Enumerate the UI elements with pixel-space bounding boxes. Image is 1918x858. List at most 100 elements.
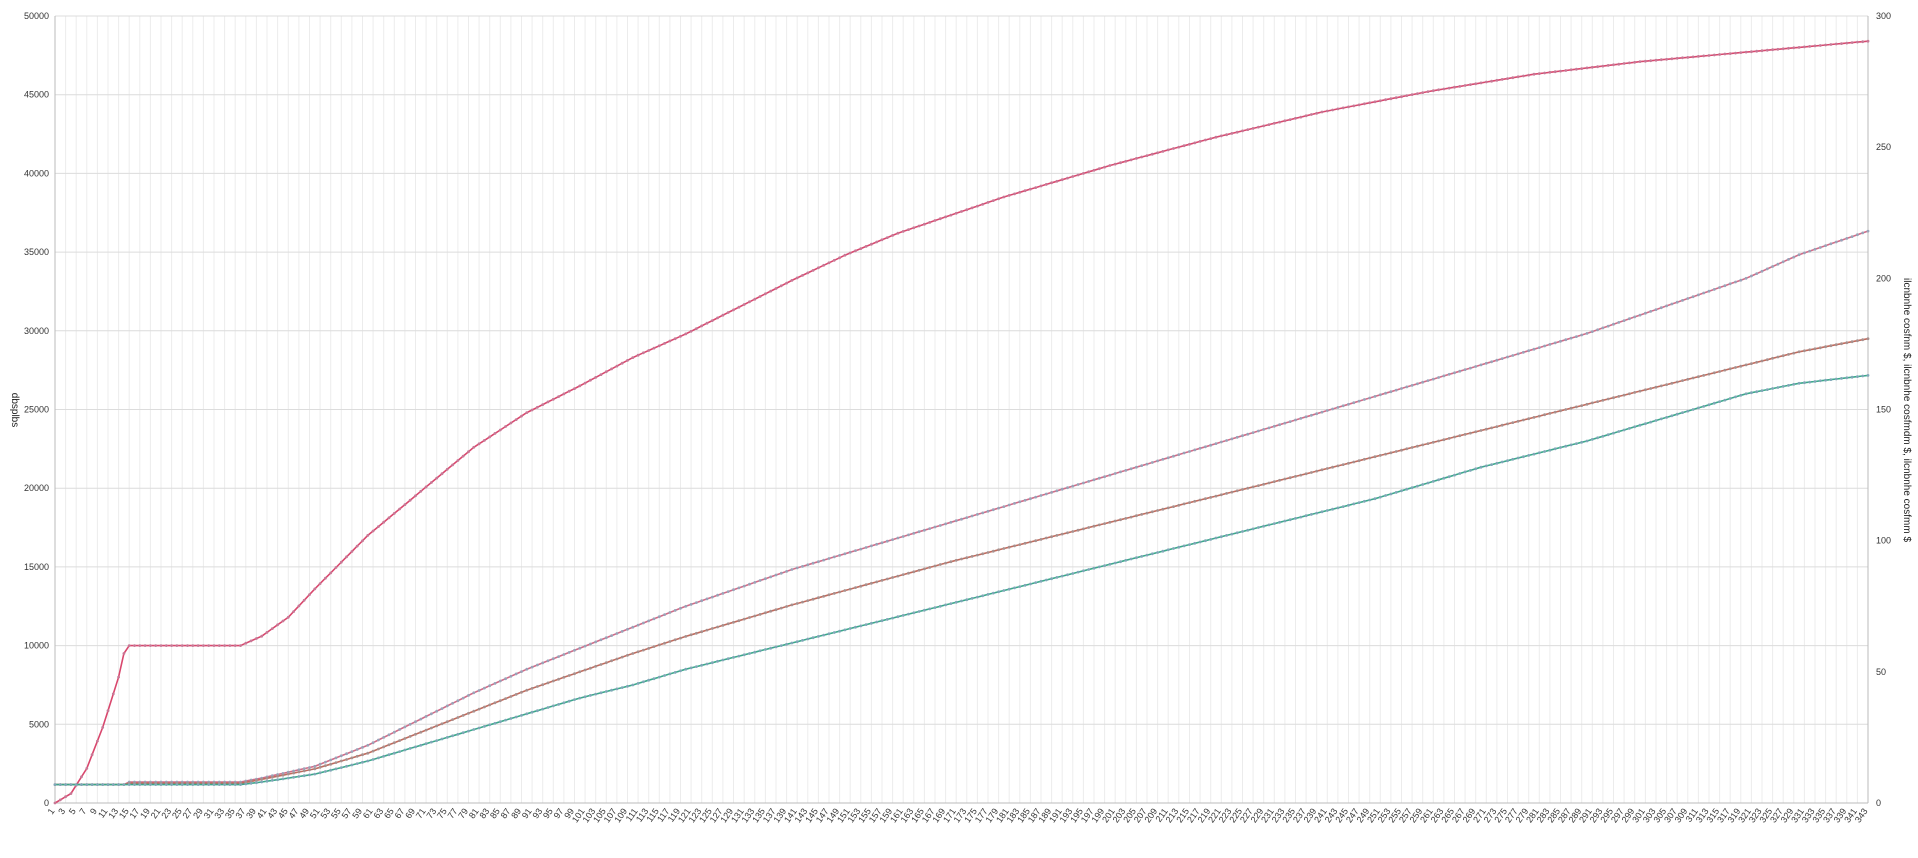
data-point [827, 593, 831, 597]
data-point [355, 754, 359, 758]
data-point [1755, 49, 1759, 53]
data-point [594, 640, 598, 644]
data-point [1188, 543, 1191, 546]
data-point [1384, 494, 1387, 497]
data-point [615, 687, 619, 691]
data-point [1803, 381, 1806, 385]
data-point [758, 579, 762, 582]
data-point [1145, 511, 1149, 515]
data-point [1723, 398, 1727, 402]
data-point [424, 715, 428, 718]
data-point [790, 641, 794, 645]
data-point [732, 656, 735, 659]
data-point [1792, 255, 1796, 259]
data-point [1135, 157, 1138, 160]
data-point [1018, 500, 1022, 504]
data-point [1665, 304, 1668, 308]
data-point [1214, 536, 1218, 540]
data-point [1188, 501, 1191, 504]
data-point [1421, 380, 1425, 384]
data-point [562, 653, 566, 656]
data-point [1299, 417, 1303, 420]
data-point [737, 654, 741, 658]
data-point [721, 313, 725, 317]
data-point [1336, 464, 1340, 468]
data-point [811, 269, 815, 272]
data-point [1166, 506, 1170, 510]
data-point [1569, 406, 1573, 410]
data-point [822, 263, 826, 267]
data-point [1140, 513, 1144, 516]
data-point [1161, 457, 1165, 461]
data-point [1357, 501, 1361, 504]
data-point [551, 657, 555, 661]
data-point [1204, 497, 1207, 501]
data-point [901, 614, 905, 617]
data-point [679, 636, 682, 640]
data-point [1824, 43, 1827, 47]
data-point [991, 508, 995, 512]
data-point [1389, 390, 1393, 394]
data-point [573, 672, 576, 676]
data-point [292, 771, 295, 775]
data-point [456, 459, 460, 462]
data-point [620, 655, 624, 659]
data-point [345, 758, 348, 761]
data-point [96, 783, 99, 786]
data-point [1299, 115, 1303, 119]
data-point [1532, 72, 1536, 76]
data-point [493, 682, 497, 685]
data-point [276, 623, 279, 627]
data-point [1649, 420, 1653, 424]
data-point [1458, 369, 1462, 373]
data-point [1119, 560, 1122, 564]
data-point [345, 752, 348, 756]
x-tick-label: 81 [467, 806, 481, 820]
data-point [885, 539, 889, 543]
data-point [774, 645, 778, 649]
data-point [1590, 65, 1594, 69]
data-point [308, 773, 311, 777]
data-point [1675, 300, 1679, 304]
data-point [255, 637, 258, 640]
data-point [1113, 561, 1117, 565]
data-point [1389, 492, 1393, 496]
y-axis-right-title: ilcnbnhe cosfnm $, ilcnbnhe cosfmdm $, i… [1901, 278, 1912, 542]
data-point [843, 253, 847, 257]
x-tick-label: 53 [318, 806, 332, 820]
data-point [1712, 371, 1716, 375]
data-point [1103, 475, 1106, 479]
data-point [64, 795, 67, 799]
data-point [721, 592, 725, 595]
data-point [1416, 92, 1419, 95]
data-point [1129, 515, 1133, 519]
data-point [779, 606, 783, 610]
data-point [1066, 176, 1069, 180]
data-point [1219, 535, 1223, 539]
right-axis-ticks: 0 50 100 150 200 250 300 [1876, 11, 1891, 808]
data-point [1315, 511, 1319, 515]
data-point [1522, 74, 1525, 78]
data-point [758, 649, 762, 653]
data-point [1622, 62, 1626, 65]
data-point [239, 644, 242, 647]
data-point [1463, 368, 1467, 371]
data-point [1686, 377, 1690, 381]
data-point [1776, 355, 1780, 359]
data-point [1145, 462, 1149, 466]
data-point [636, 682, 640, 685]
data-point [811, 636, 815, 640]
data-point [1585, 66, 1589, 70]
data-point [673, 337, 677, 341]
data-point [334, 767, 338, 771]
data-point [1755, 272, 1759, 275]
data-point [689, 329, 693, 333]
data-point [1543, 413, 1546, 417]
y-left-tick-label: 15000 [24, 562, 49, 572]
data-point [1288, 476, 1292, 480]
data-point [991, 549, 995, 553]
data-point [1182, 544, 1186, 548]
data-point [1124, 517, 1128, 520]
data-point [710, 627, 714, 630]
data-point [764, 577, 767, 581]
